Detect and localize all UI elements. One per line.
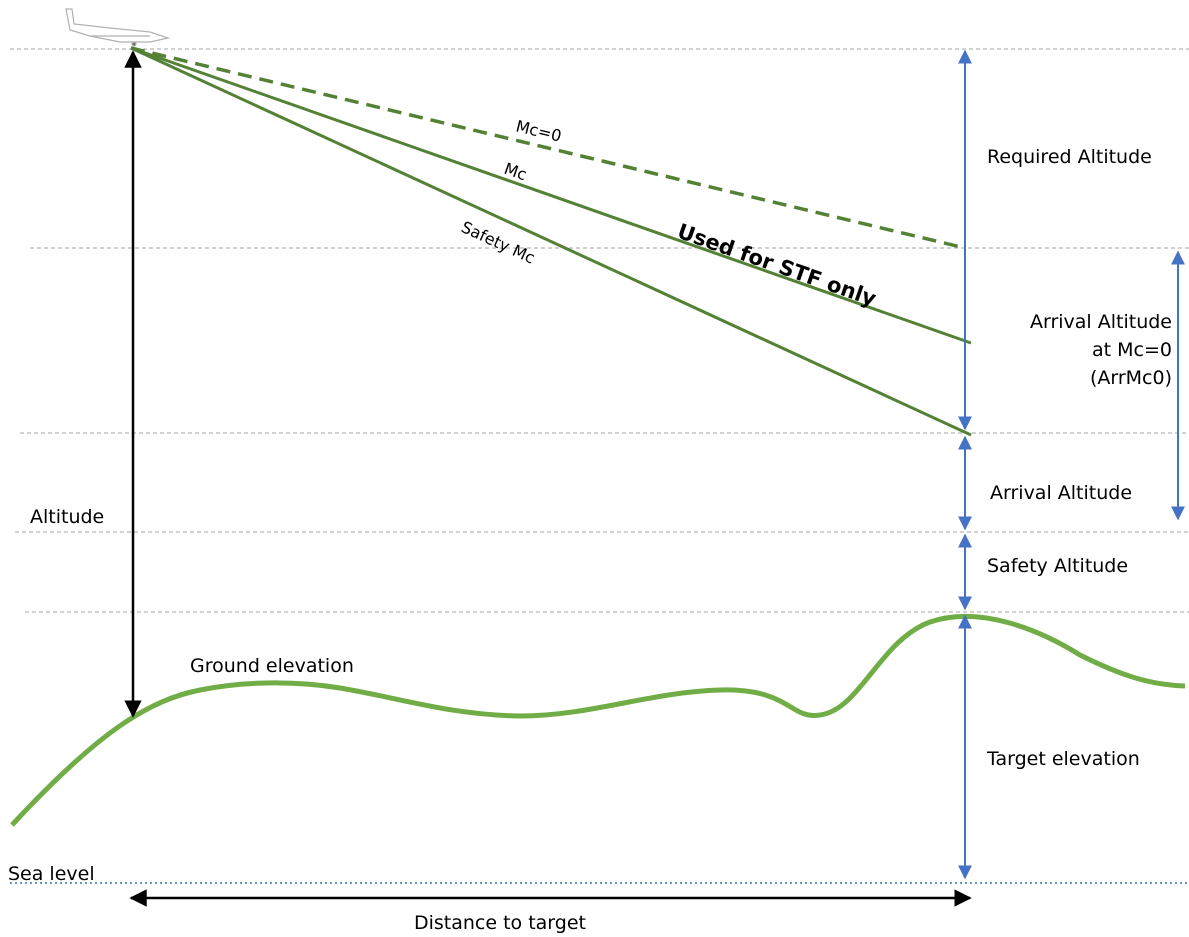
mc0-glide-line (130, 46, 966, 250)
altitude-label: Altitude (30, 506, 104, 528)
glide-lines (130, 46, 972, 437)
target-elevation-label: Target elevation (986, 748, 1140, 770)
reference-gridlines (10, 48, 1189, 884)
ground-elevation-curve (10, 613, 1186, 827)
black-arrows (124, 50, 972, 907)
safety-mc-label: Safety Mc (458, 217, 538, 267)
safety-altitude-label: Safety Altitude (987, 555, 1128, 577)
required-altitude-label: Required Altitude (987, 146, 1152, 168)
distance-to-target-label: Distance to target (414, 912, 586, 934)
mc-glide-line (130, 46, 972, 345)
ground-elevation-label: Ground elevation (190, 655, 354, 677)
used-for-stf-label: Used for STF only (674, 219, 879, 311)
blue-arrows (958, 49, 1185, 880)
arrival-altitude-label: Arrival Altitude (990, 482, 1132, 504)
arrival-mc0-label-line1: Arrival Altitude (1030, 311, 1172, 333)
glider-icon (65, 8, 171, 47)
arrival-mc0-label-line3: (ArrMc0) (1090, 367, 1172, 389)
safety-mc-glide-line (130, 46, 972, 437)
sea-level-label: Sea level (8, 863, 95, 885)
arrival-mc0-label-line2: at Mc=0 (1092, 339, 1172, 361)
